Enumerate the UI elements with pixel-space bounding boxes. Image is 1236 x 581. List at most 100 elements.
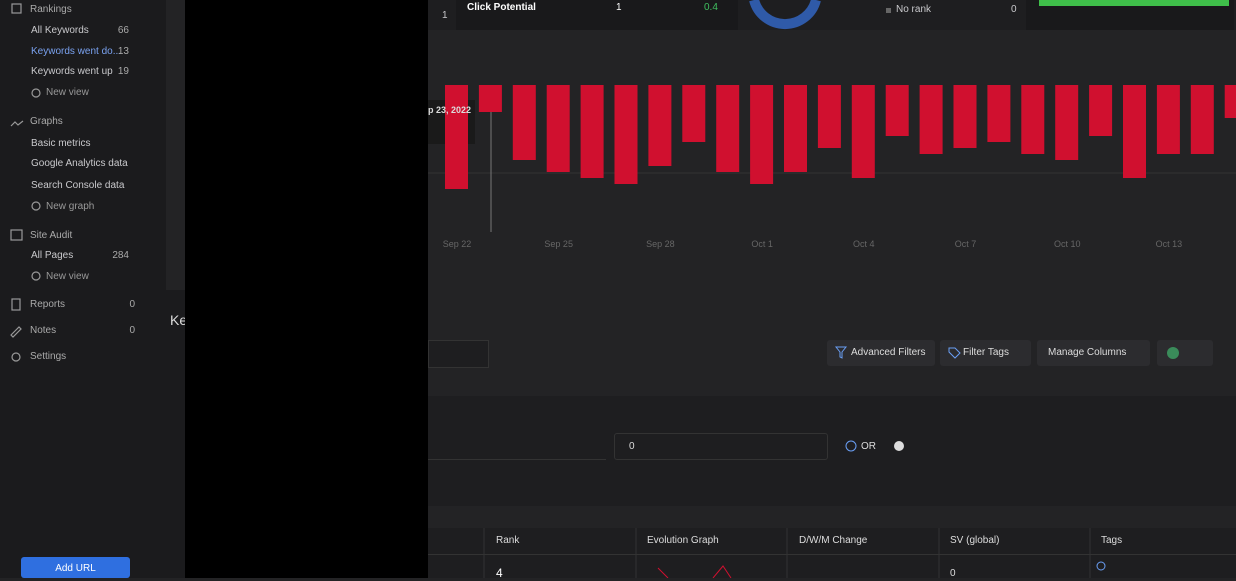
bar — [478, 85, 502, 112]
nav-item[interactable]: Google Analytics data — [31, 158, 128, 169]
x-tick-label: Oct 7 — [955, 239, 977, 249]
x-tick-label: Oct 1 — [751, 239, 773, 249]
column-header[interactable]: SV (global) — [950, 535, 1000, 546]
x-tick-label: Oct 13 — [1156, 239, 1183, 249]
bar — [885, 85, 909, 136]
column-header[interactable]: Rank — [496, 535, 520, 546]
x-tick-label: Sep 28 — [646, 239, 675, 249]
overlay — [185, 0, 428, 578]
nav-item[interactable]: Basic metrics — [31, 138, 91, 149]
bar — [546, 85, 570, 172]
bar — [987, 85, 1011, 142]
or-button[interactable]: OR — [861, 441, 876, 452]
nav-item[interactable]: All Keywords — [31, 25, 89, 36]
bar — [1123, 85, 1146, 178]
nav-item[interactable]: Search Console data — [31, 180, 125, 191]
nav-item[interactable]: All Pages — [31, 250, 74, 261]
add-tag-icon — [1096, 561, 1106, 571]
bar — [953, 85, 977, 148]
add-url-button[interactable]: Add URL — [21, 557, 130, 578]
bar — [648, 85, 672, 166]
bar — [784, 85, 807, 172]
new-view[interactable]: New view — [46, 87, 89, 98]
filter-tags[interactable]: Filter Tags — [940, 340, 1031, 366]
donut — [749, 0, 821, 30]
country-select[interactable] — [1157, 340, 1213, 366]
bar — [716, 85, 740, 172]
icon — [11, 3, 22, 14]
nav-item[interactable]: Settings — [30, 351, 67, 362]
input-value: 0 — [629, 441, 635, 452]
search-input[interactable] — [428, 340, 489, 368]
count: 0 — [129, 299, 135, 310]
bar — [1224, 85, 1236, 118]
filter-icons — [845, 440, 904, 452]
rank-cell: 4 — [496, 566, 503, 578]
bar — [1156, 85, 1180, 154]
section-title[interactable]: Site Audit — [30, 230, 73, 241]
divider — [428, 459, 606, 460]
stat-change: 0.4 — [704, 2, 718, 13]
value-input[interactable] — [614, 433, 828, 460]
progress — [1039, 0, 1229, 6]
bar — [682, 85, 706, 142]
bar — [1190, 85, 1214, 154]
sparkline — [657, 565, 732, 578]
bar — [614, 85, 638, 184]
heading-fragment: Ke — [170, 312, 188, 328]
graph: Sep 22 Sep 25 Sep 28 Oct 1 Oct 4 Oct 7 Oct 10 O… — [428, 0, 1236, 249]
bar — [919, 85, 943, 154]
bar — [851, 85, 875, 178]
new-view[interactable]: New view — [46, 271, 89, 282]
section-title[interactable]: Graphs — [30, 116, 63, 127]
toolbar-icons — [834, 346, 1179, 359]
remove-icon — [894, 441, 904, 451]
count: 66 — [117, 25, 129, 36]
main: 1 Click Potential 1 0.4 No rank 0 Sep 22… — [428, 0, 1236, 578]
icon — [10, 229, 23, 241]
count: 284 — [112, 250, 129, 261]
x-tick-label: Sep 22 — [443, 239, 472, 249]
globe-icon — [1167, 347, 1179, 359]
tooltip-date: p 23, 2022 — [428, 105, 472, 115]
bar — [580, 85, 604, 178]
bar — [1021, 85, 1045, 154]
x-tick-label: Oct 10 — [1054, 239, 1081, 249]
nav-item[interactable]: Keywords went up — [31, 66, 113, 77]
x-tick-label: Sep 25 — [544, 239, 573, 249]
legend-swatch — [886, 8, 891, 13]
count: 0 — [129, 325, 135, 336]
legend-value: 0 — [1011, 4, 1017, 15]
stat-value: 1 — [442, 10, 448, 21]
add-icon — [845, 440, 857, 452]
bar — [750, 85, 774, 184]
icon — [10, 120, 24, 127]
advanced-filters[interactable]: Advanced Filters — [827, 340, 935, 366]
button-label: Advanced Filters — [851, 347, 926, 358]
count: 19 — [117, 66, 129, 77]
bar — [817, 85, 841, 148]
new-graph[interactable]: New graph — [46, 201, 95, 212]
sidebar: Rankings All Keywords 66 Keywords went d… — [0, 0, 188, 578]
bar — [1055, 85, 1079, 160]
sv-cell: 0 — [950, 568, 956, 578]
nav-item[interactable]: Keywords went do... — [31, 46, 122, 57]
legend-label: No rank — [896, 4, 932, 15]
manage-columns[interactable]: Manage Columns — [1037, 340, 1150, 366]
icon — [31, 88, 41, 98]
panel-edge — [166, 0, 185, 290]
bar — [1089, 85, 1113, 136]
nav-item[interactable]: Reports — [30, 299, 66, 310]
table-divider — [428, 554, 1236, 555]
nav-item[interactable]: Notes — [30, 325, 57, 336]
icon — [10, 326, 22, 338]
bar — [512, 85, 536, 160]
column-header[interactable]: Evolution Graph — [647, 535, 719, 546]
stat-label: Click Potential — [467, 2, 536, 13]
icon — [11, 298, 21, 311]
count: 13 — [117, 46, 129, 57]
section-title[interactable]: Rankings — [30, 4, 72, 15]
tag-icon — [948, 347, 961, 359]
column-header[interactable]: D/W/M Change — [799, 535, 868, 546]
column-header[interactable]: Tags — [1101, 535, 1123, 546]
